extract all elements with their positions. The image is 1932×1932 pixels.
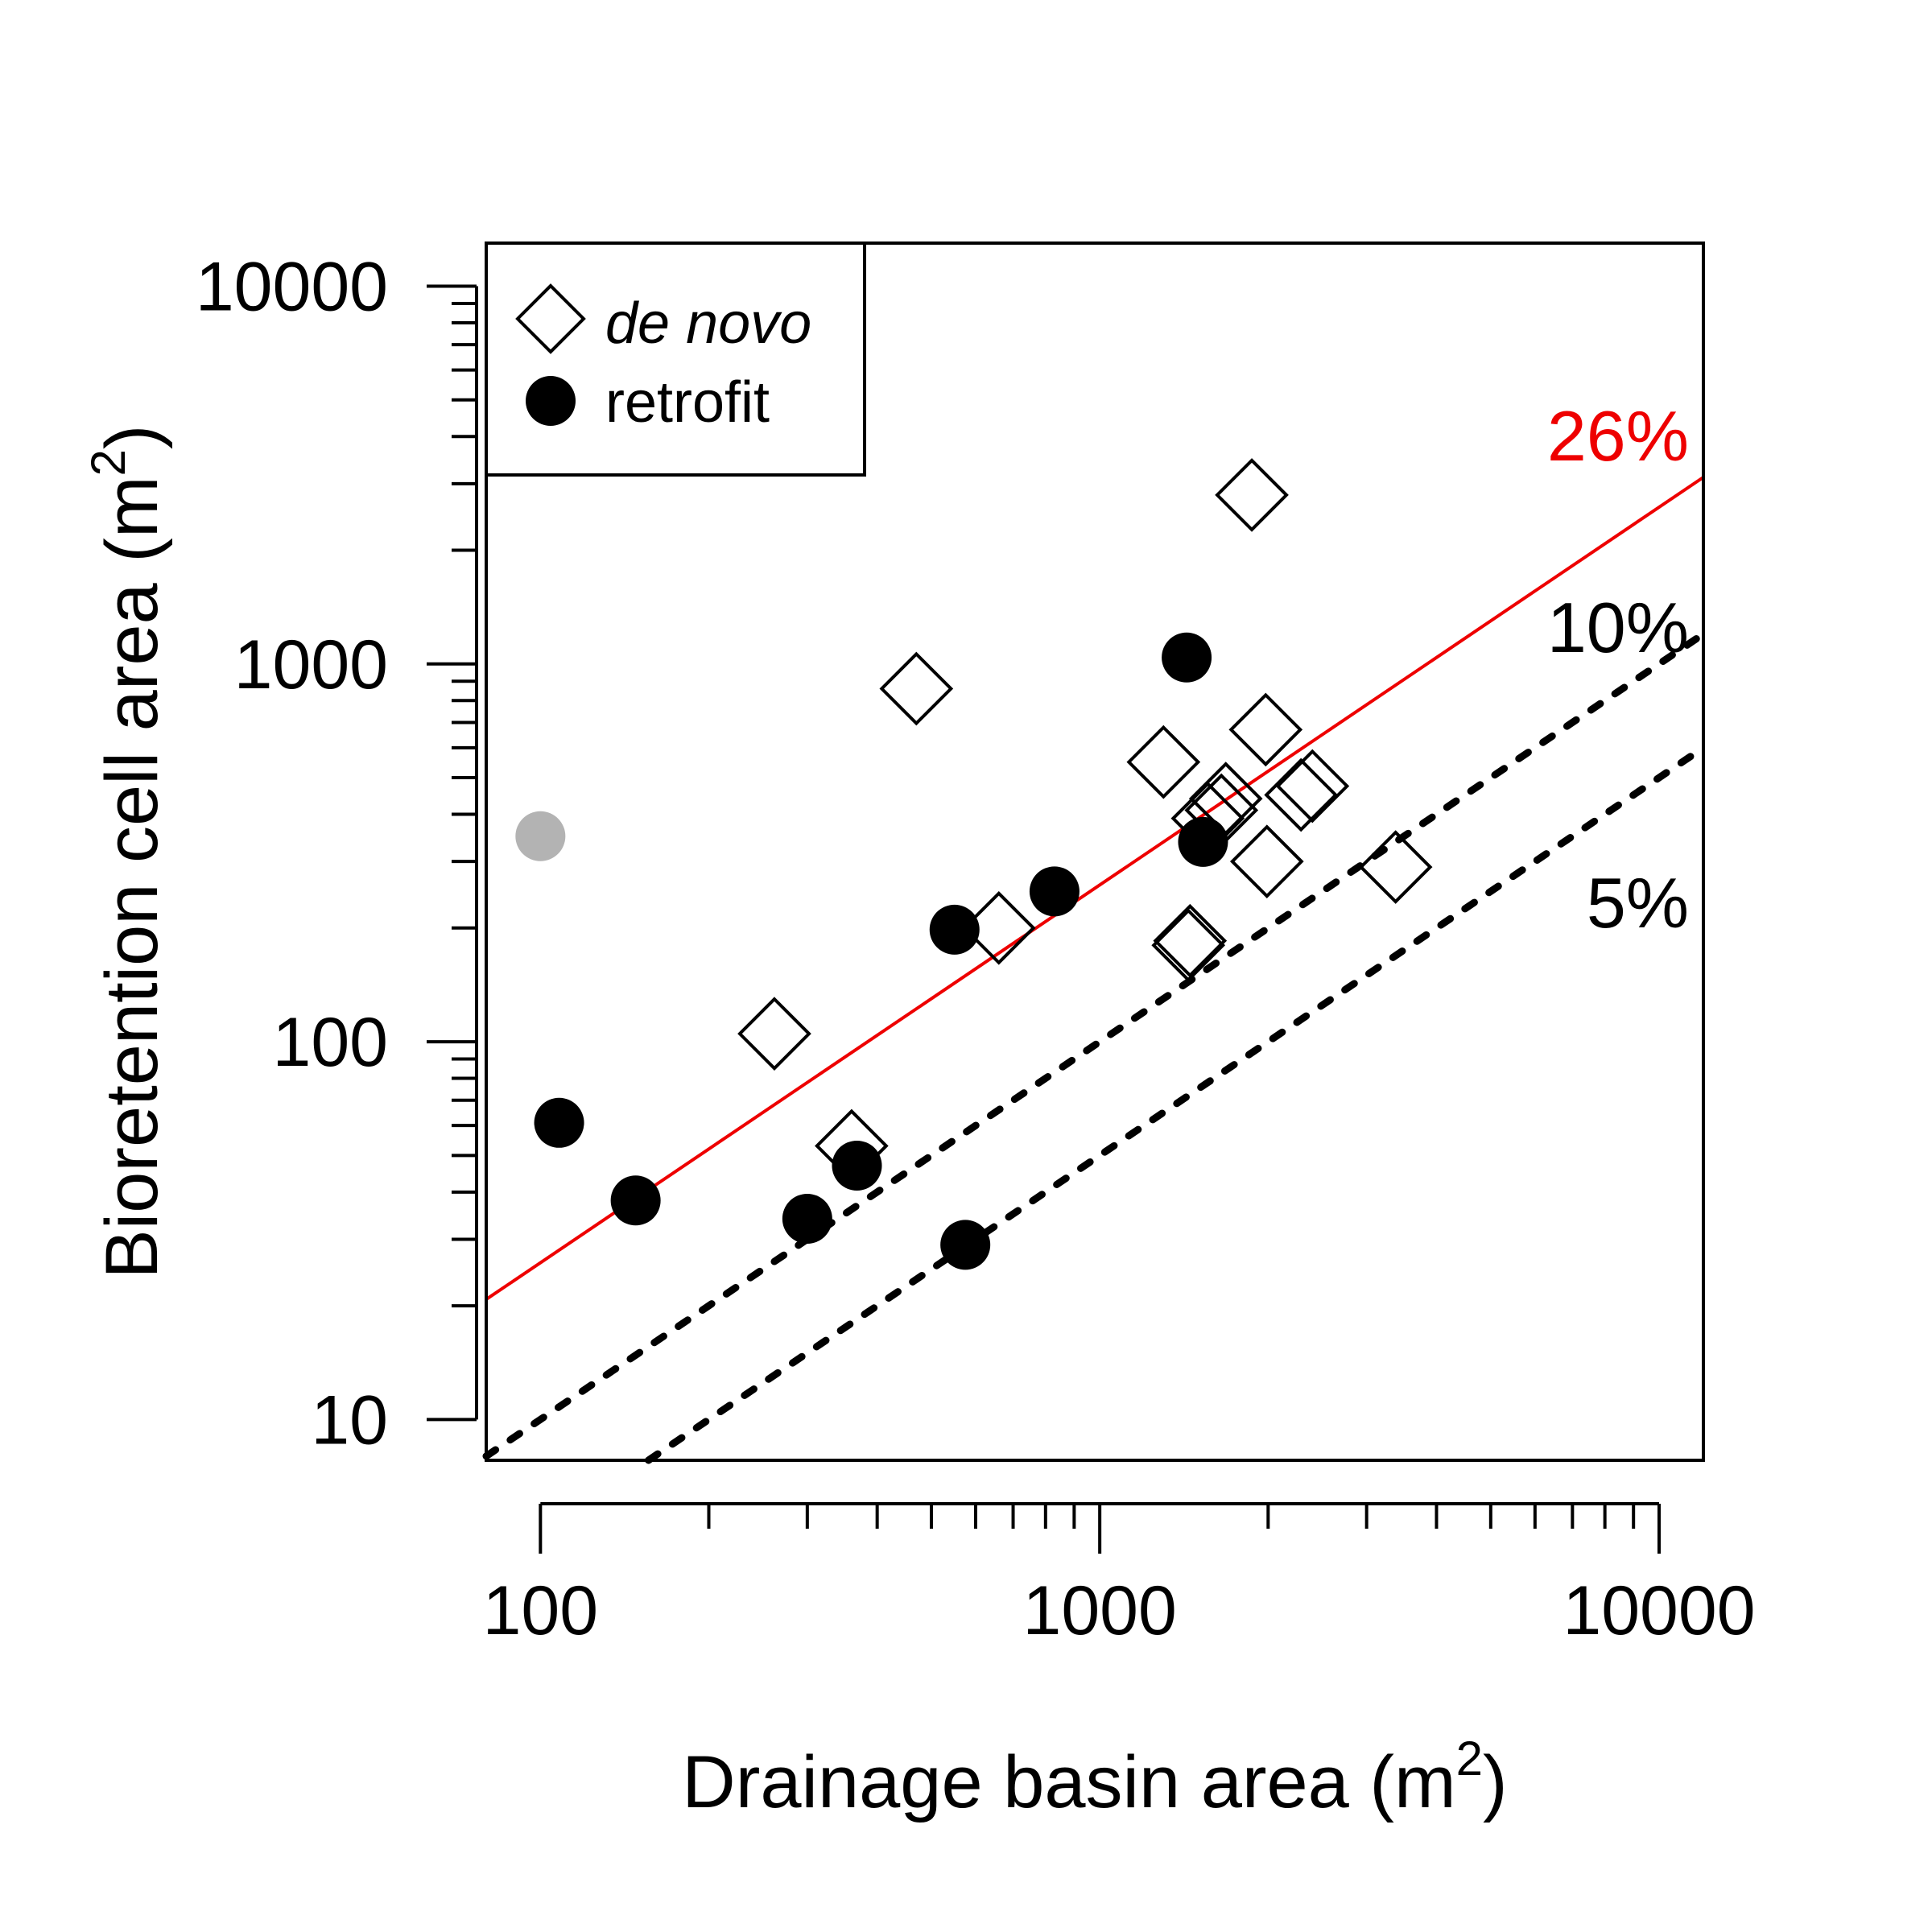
point-de-novo — [1358, 830, 1433, 904]
point-retrofit — [534, 1097, 584, 1148]
y-tick-label: 10000 — [196, 248, 388, 325]
reference-label-5-percent: 5% — [1587, 863, 1689, 943]
point-de-novo — [1151, 908, 1226, 983]
data-points — [515, 458, 1433, 1270]
x-tick-label: 100 — [483, 1572, 599, 1649]
y-tick-label: 10 — [311, 1381, 388, 1459]
plot-frame — [485, 242, 1705, 1462]
y-axis: 10 100 1000 10000 — [196, 248, 478, 1459]
legend-box — [485, 242, 866, 477]
point-de-novo — [1275, 749, 1350, 824]
point-retrofit — [832, 1140, 882, 1191]
reference-line-10-percent — [482, 630, 1707, 1460]
legend-label-de-novo: de novo — [605, 291, 811, 356]
point-de-novo — [1215, 458, 1289, 532]
x-axis-label: Drainage basin area (m2) — [682, 1732, 1507, 1823]
legend: de novo retrofit — [485, 242, 866, 477]
reference-lines: 26% 10% 5% — [482, 396, 1707, 1464]
point-de-novo — [1229, 824, 1304, 898]
point-de-novo — [879, 651, 954, 726]
point-retrofit — [1162, 632, 1212, 683]
point-de-novo — [1228, 692, 1303, 767]
point-de-novo — [1126, 724, 1201, 799]
point-retrofit — [782, 1193, 832, 1244]
point-de-novo — [961, 890, 1036, 965]
reference-label-26-percent: 26% — [1547, 396, 1689, 476]
reference-line-26-percent — [485, 476, 1705, 1301]
legend-label-retrofit: retrofit — [605, 370, 770, 435]
x-axis: 100 1000 10000 — [483, 1502, 1756, 1649]
point-de-novo — [1264, 758, 1339, 832]
y-axis-label: Bioretention cell area (m2) — [81, 424, 173, 1278]
point-retrofit — [929, 904, 980, 955]
point-highlighted — [515, 811, 566, 861]
point-de-novo — [737, 997, 811, 1071]
point-retrofit — [610, 1175, 661, 1226]
reference-label-10-percent: 10% — [1547, 588, 1689, 667]
x-tick-label: 1000 — [1022, 1572, 1176, 1649]
x-tick-label: 10000 — [1563, 1572, 1755, 1649]
legend-marker-retrofit — [526, 376, 576, 426]
point-de-novo — [1153, 903, 1228, 978]
point-retrofit — [1178, 816, 1228, 867]
point-retrofit — [1029, 866, 1080, 917]
reference-line-5-percent — [645, 744, 1707, 1464]
y-tick-label: 100 — [273, 1004, 389, 1081]
y-tick-label: 1000 — [234, 626, 388, 704]
point-retrofit — [940, 1220, 991, 1270]
legend-marker-de-novo — [515, 283, 586, 354]
